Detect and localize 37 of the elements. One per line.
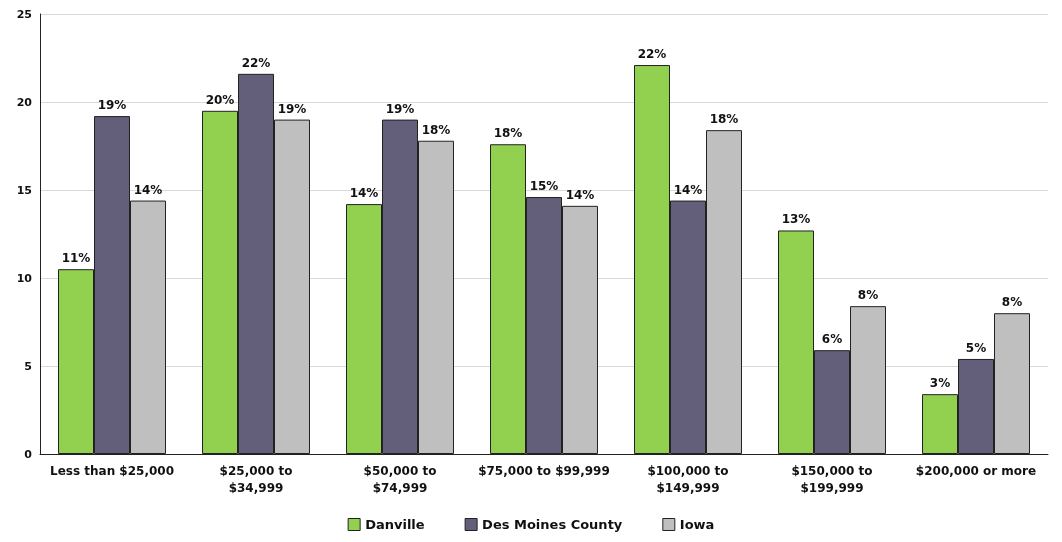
y-tick-label: 25 xyxy=(16,7,32,21)
data-label: 14% xyxy=(673,182,703,197)
x-tick-label: $150,000 to $199,999 xyxy=(791,463,873,495)
x-tick-label: $50,000 to $74,999 xyxy=(363,463,437,495)
data-label: 11% xyxy=(61,251,91,266)
y-tick-label: 0 xyxy=(24,447,33,461)
data-label: 8% xyxy=(1001,295,1023,310)
data-label: 22% xyxy=(637,47,667,62)
data-label: 22% xyxy=(241,55,271,70)
data-label: 3% xyxy=(929,376,951,391)
data-label: 18% xyxy=(493,126,523,141)
legend-label: Iowa xyxy=(679,517,715,532)
data-label: 6% xyxy=(821,332,843,347)
data-label: 20% xyxy=(205,92,235,107)
data-label: 18% xyxy=(709,112,739,127)
data-label: 14% xyxy=(133,182,163,197)
data-label: 18% xyxy=(421,122,451,137)
x-tick-label: $100,000 to $149,999 xyxy=(647,463,729,495)
x-tick-label: $25,000 to $34,999 xyxy=(219,463,293,495)
data-label: 19% xyxy=(97,98,127,113)
data-label: 19% xyxy=(277,101,307,116)
y-tick-label: 5 xyxy=(24,359,32,373)
data-label: 8% xyxy=(857,288,879,303)
legend-label: Des Moines County xyxy=(482,517,623,532)
y-tick-label: 15 xyxy=(16,183,32,197)
data-label: 5% xyxy=(965,340,987,355)
x-tick-label: Less than $25,000 xyxy=(49,463,175,478)
y-tick-label: 20 xyxy=(16,95,33,109)
x-tick-label: $200,000 or more xyxy=(915,463,1037,478)
data-label: 14% xyxy=(565,187,595,202)
data-label: 14% xyxy=(349,186,379,201)
y-tick-label: 10 xyxy=(16,271,33,285)
data-label: 13% xyxy=(781,212,811,227)
legend-label: Danville xyxy=(365,517,425,532)
data-label: 15% xyxy=(529,179,559,194)
data-label: 19% xyxy=(385,101,415,116)
x-tick-label: $75,000 to $99,999 xyxy=(478,463,610,478)
